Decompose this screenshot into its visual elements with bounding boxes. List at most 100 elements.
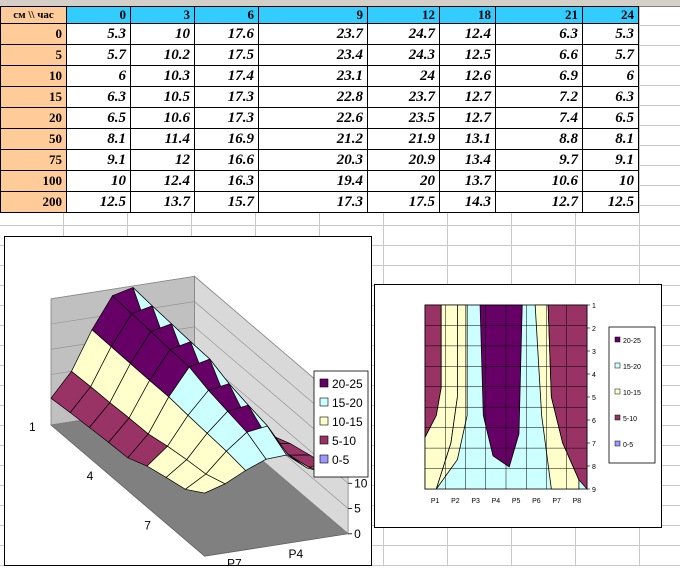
- value-cell[interactable]: 10.5: [130, 86, 195, 108]
- value-cell[interactable]: 5.3: [66, 23, 131, 45]
- value-cell[interactable]: 5.7: [582, 44, 639, 66]
- surface-chart[interactable]: 0510152025147P1P4P720-2515-2010-155-100-…: [4, 236, 386, 570]
- value-cell[interactable]: 6.6: [495, 44, 583, 66]
- value-cell[interactable]: 20.3: [258, 149, 368, 171]
- value-cell[interactable]: 6.3: [582, 86, 639, 108]
- value-cell[interactable]: 15.7: [194, 191, 259, 213]
- hour-header[interactable]: 3: [130, 6, 195, 24]
- value-cell[interactable]: 5.3: [582, 23, 639, 45]
- value-cell[interactable]: 5.7: [66, 44, 131, 66]
- value-cell[interactable]: 22.8: [258, 86, 368, 108]
- value-cell[interactable]: 12.4: [439, 23, 496, 45]
- value-cell[interactable]: 12.7: [439, 86, 496, 108]
- depth-header[interactable]: 50: [0, 128, 67, 150]
- value-cell[interactable]: 17.6: [194, 23, 259, 45]
- value-cell[interactable]: 11.4: [130, 128, 195, 150]
- value-cell[interactable]: 19.4: [258, 170, 368, 192]
- value-cell[interactable]: 24: [367, 65, 440, 87]
- corner-cell[interactable]: см \\ час: [0, 6, 67, 24]
- depth-header[interactable]: 5: [0, 44, 67, 66]
- value-cell[interactable]: 17.5: [367, 191, 440, 213]
- value-cell[interactable]: 14.3: [439, 191, 496, 213]
- value-cell[interactable]: 17.3: [194, 86, 259, 108]
- value-cell[interactable]: 8.8: [495, 128, 583, 150]
- value-cell[interactable]: 8.1: [582, 128, 639, 150]
- value-cell[interactable]: 22.6: [258, 107, 368, 129]
- value-cell[interactable]: 16.9: [194, 128, 259, 150]
- value-cell[interactable]: 6.3: [66, 86, 131, 108]
- value-cell[interactable]: 10: [130, 23, 195, 45]
- value-cell[interactable]: 17.4: [194, 65, 259, 87]
- value-cell[interactable]: 23.7: [258, 23, 368, 45]
- depth-header[interactable]: 10: [0, 65, 67, 87]
- hour-header[interactable]: 18: [439, 6, 496, 24]
- value-cell[interactable]: 6.5: [582, 107, 639, 129]
- value-cell[interactable]: 20: [367, 170, 440, 192]
- value-cell[interactable]: 10.6: [130, 107, 195, 129]
- value-cell[interactable]: 16.6: [194, 149, 259, 171]
- value-cell[interactable]: 21.9: [367, 128, 440, 150]
- value-cell[interactable]: 10.3: [130, 65, 195, 87]
- value-cell[interactable]: 8.1: [66, 128, 131, 150]
- value-cell[interactable]: 23.4: [258, 44, 368, 66]
- hour-header[interactable]: 21: [495, 6, 583, 24]
- value-cell[interactable]: 6.3: [495, 23, 583, 45]
- value-cell[interactable]: 20.9: [367, 149, 440, 171]
- value-cell[interactable]: 13.1: [439, 128, 496, 150]
- value-cell[interactable]: 12.4: [130, 170, 195, 192]
- value-cell[interactable]: 23.1: [258, 65, 368, 87]
- depth-header[interactable]: 100: [0, 170, 67, 192]
- y-tick-label: 5: [592, 395, 596, 402]
- depth-header[interactable]: 75: [0, 149, 67, 171]
- value-cell[interactable]: 9.1: [582, 149, 639, 171]
- z-tick-label: 10: [354, 476, 368, 490]
- depth-header[interactable]: 20: [0, 107, 67, 129]
- value-cell[interactable]: 6: [66, 65, 131, 87]
- hour-header[interactable]: 6: [194, 6, 259, 24]
- value-cell[interactable]: 10.2: [130, 44, 195, 66]
- value-cell[interactable]: 12.5: [582, 191, 639, 213]
- value-cell[interactable]: 12.5: [66, 191, 131, 213]
- value-cell[interactable]: 12.6: [439, 65, 496, 87]
- value-cell[interactable]: 17.3: [258, 191, 368, 213]
- value-cell[interactable]: 16.3: [194, 170, 259, 192]
- value-cell[interactable]: 12.7: [495, 191, 583, 213]
- value-cell[interactable]: 24.3: [367, 44, 440, 66]
- value-cell[interactable]: 10.6: [495, 170, 583, 192]
- depth-header[interactable]: 0: [0, 23, 67, 45]
- value-cell[interactable]: 10: [66, 170, 131, 192]
- value-cell[interactable]: 17.5: [194, 44, 259, 66]
- value-cell[interactable]: 17.3: [194, 107, 259, 129]
- value-cell[interactable]: 21.2: [258, 128, 368, 150]
- legend-swatch: [319, 454, 329, 464]
- y-tick-label: 6: [592, 418, 596, 425]
- value-cell[interactable]: 12.5: [439, 44, 496, 66]
- value-cell[interactable]: 9.7: [495, 149, 583, 171]
- value-cell[interactable]: 12.7: [439, 107, 496, 129]
- value-cell[interactable]: 6: [582, 65, 639, 87]
- band-10-15: [435, 304, 468, 490]
- value-cell[interactable]: 13.7: [439, 170, 496, 192]
- depth-header[interactable]: 15: [0, 86, 67, 108]
- legend-label: 10-15: [332, 415, 363, 429]
- value-cell[interactable]: 6.5: [66, 107, 131, 129]
- hour-header[interactable]: 9: [258, 6, 368, 24]
- y-tick-label: 4: [592, 372, 596, 379]
- value-cell[interactable]: 23.5: [367, 107, 440, 129]
- value-cell[interactable]: 7.4: [495, 107, 583, 129]
- value-cell[interactable]: 10: [582, 170, 639, 192]
- depth-header[interactable]: 200: [0, 191, 67, 213]
- value-cell[interactable]: 6.9: [495, 65, 583, 87]
- value-cell[interactable]: 13.7: [130, 191, 195, 213]
- value-cell[interactable]: 7.2: [495, 86, 583, 108]
- legend-label: 0-5: [623, 442, 633, 449]
- hour-header[interactable]: 0: [66, 6, 131, 24]
- hour-header[interactable]: 24: [582, 6, 639, 24]
- contour-chart[interactable]: P1 P2 P3 P4 P5 P6 P7 P8 1 2 3 4 5 6 7 8 9 20-25 15-20 10-15…: [374, 284, 662, 528]
- hour-header[interactable]: 12: [367, 6, 440, 24]
- value-cell[interactable]: 24.7: [367, 23, 440, 45]
- value-cell[interactable]: 9.1: [66, 149, 131, 171]
- value-cell[interactable]: 13.4: [439, 149, 496, 171]
- value-cell[interactable]: 12: [130, 149, 195, 171]
- value-cell[interactable]: 23.7: [367, 86, 440, 108]
